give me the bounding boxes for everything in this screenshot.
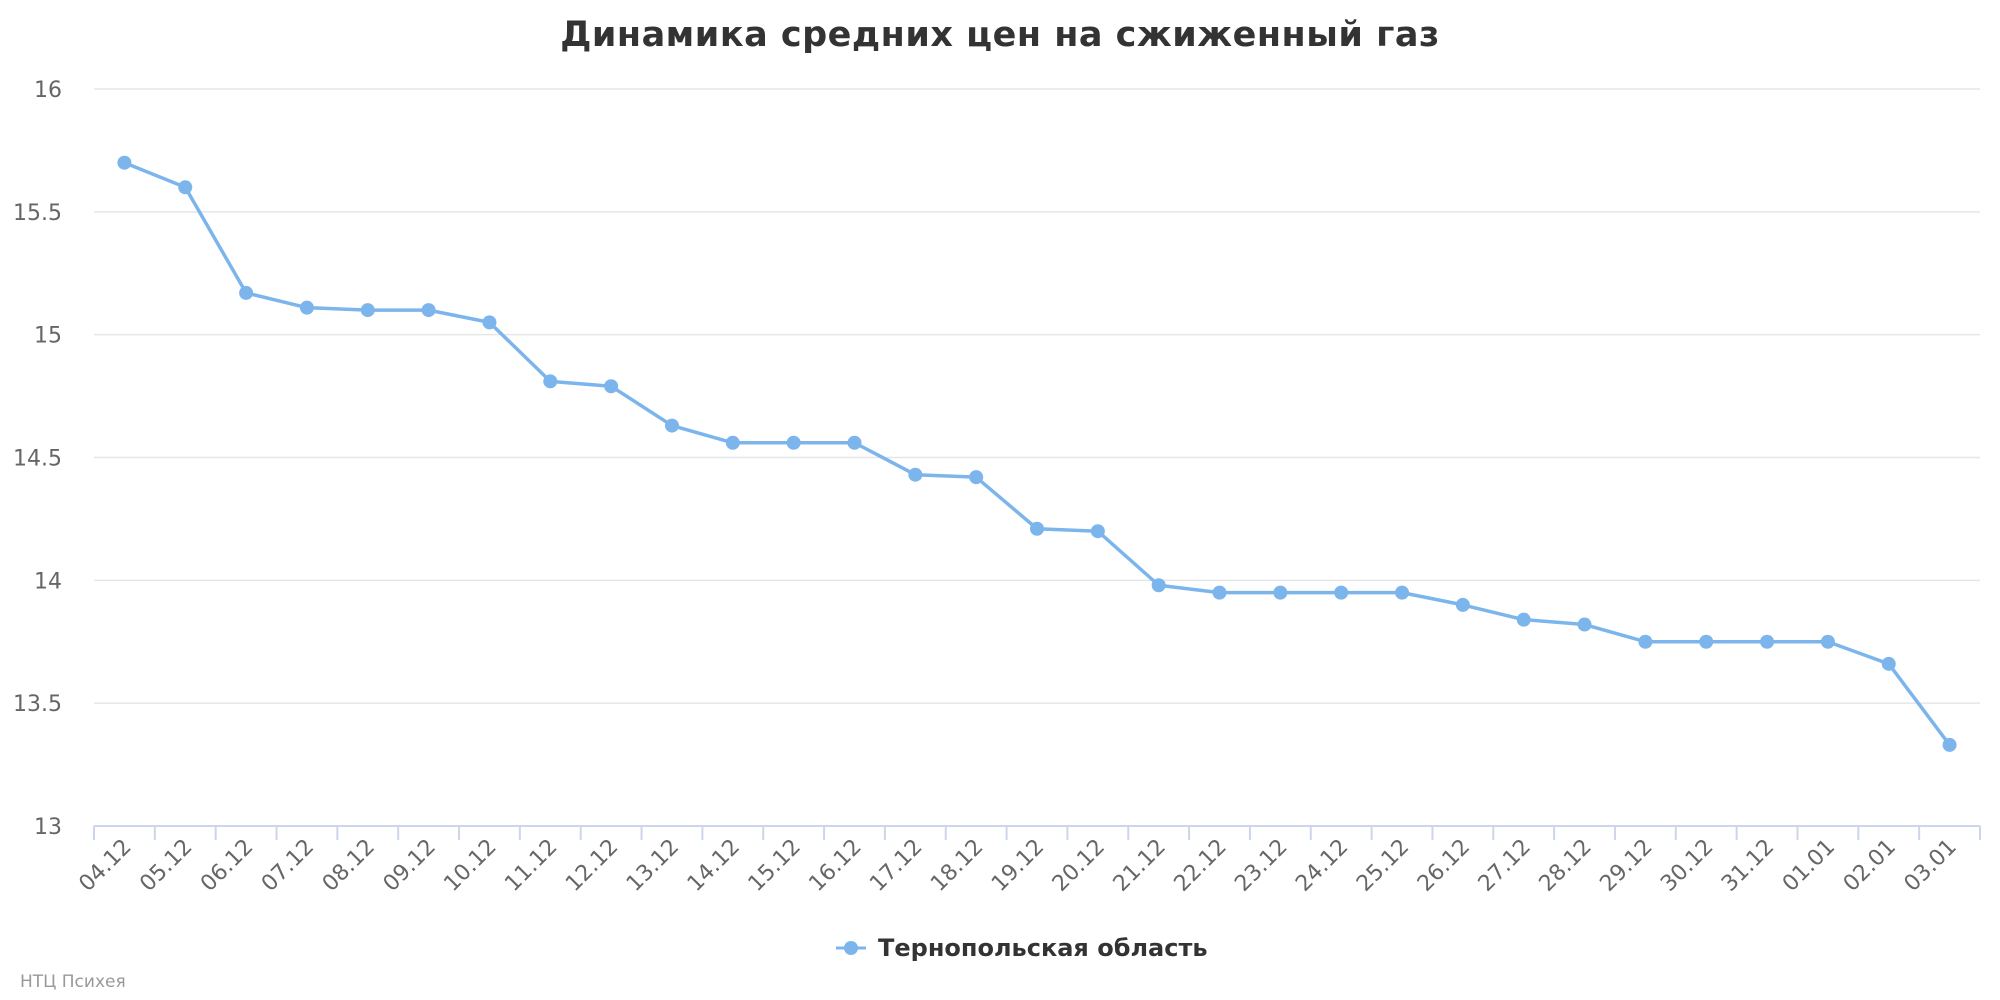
x-tick-label: 29.12 [1595, 835, 1657, 897]
x-tick-label: 01.01 [1778, 835, 1840, 897]
x-tick-label: 08.12 [318, 835, 380, 897]
x-tick-label: 05.12 [135, 835, 197, 897]
x-tick-label: 26.12 [1413, 835, 1475, 897]
data-point [847, 435, 862, 450]
data-point [1760, 634, 1775, 649]
grid-lines [94, 88, 1980, 827]
x-tick-label: 10.12 [439, 835, 501, 897]
legend-label: Тернопольская область [878, 934, 1208, 962]
data-point [604, 379, 619, 394]
data-point [1030, 521, 1044, 536]
x-tick-label: 20.12 [1048, 835, 1110, 897]
data-point [178, 180, 193, 195]
x-tick-label: 02.01 [1839, 835, 1901, 897]
data-point [482, 315, 497, 330]
x-tick-label: 17.12 [865, 835, 927, 897]
x-tick-label: 04.12 [74, 835, 136, 897]
chart-credit[interactable]: НТЦ Психея [20, 972, 126, 992]
data-point [117, 155, 132, 170]
data-point [1820, 634, 1835, 649]
x-tick-label: 14.12 [683, 835, 745, 897]
x-tick-label: 16.12 [805, 835, 867, 897]
x-tick-label: 31.12 [1717, 835, 1779, 897]
data-point [1273, 585, 1288, 600]
data-point [725, 435, 740, 450]
x-tick-label: 30.12 [1656, 835, 1718, 897]
data-point [1638, 634, 1653, 649]
data-point [969, 470, 984, 485]
x-tick-label: 22.12 [1170, 835, 1232, 897]
x-tick-label: 21.12 [1109, 835, 1171, 897]
y-axis: 13 13.5 14 14.5 15 15.5 16 [13, 78, 62, 840]
x-tick-label: 07.12 [257, 835, 319, 897]
data-point [664, 418, 679, 433]
y-tick-label: 15 [34, 324, 62, 349]
data-point [1090, 524, 1105, 539]
y-tick-label: 13.5 [13, 692, 62, 717]
data-point [1395, 585, 1410, 600]
data-point [1699, 634, 1714, 649]
data-point [1334, 585, 1349, 600]
data-point [543, 374, 558, 389]
data-point [1881, 656, 1896, 671]
legend[interactable]: Тернопольская область [836, 934, 1208, 962]
data-point [1212, 585, 1227, 600]
data-point [1151, 578, 1166, 593]
data-point [1455, 597, 1470, 612]
data-point [1516, 612, 1531, 627]
data-point [1942, 737, 1957, 752]
data-point [299, 300, 314, 315]
data-point [421, 303, 436, 318]
x-tick-label: 27.12 [1474, 835, 1536, 897]
data-point [908, 467, 923, 482]
data-point [239, 285, 254, 300]
x-tick-label: 24.12 [1291, 835, 1353, 897]
x-tick-label: 09.12 [379, 835, 441, 897]
x-tick-label: 12.12 [561, 835, 623, 897]
legend-point-marker [844, 941, 858, 955]
data-point [360, 303, 375, 318]
data-point [1577, 617, 1592, 632]
x-tick-label: 11.12 [500, 835, 562, 897]
x-tick-label: 23.12 [1230, 835, 1292, 897]
x-tick-label: 19.12 [987, 835, 1049, 897]
series-group [117, 155, 1957, 752]
x-tick-label: 25.12 [1352, 835, 1414, 897]
x-tick-label: 13.12 [622, 835, 684, 897]
x-tick-label: 18.12 [926, 835, 988, 897]
y-tick-label: 13 [34, 815, 62, 840]
x-axis: 04.1205.1206.1207.1208.1209.1210.1211.12… [74, 825, 1981, 897]
x-tick-label: 15.12 [744, 835, 806, 897]
y-tick-label: 16 [34, 78, 62, 103]
chart-title: Динамика средних цен на сжиженный газ [560, 15, 1440, 55]
y-tick-label: 14.5 [13, 447, 62, 472]
x-tick-label: 03.01 [1900, 835, 1962, 897]
x-tick-label: 06.12 [196, 835, 258, 897]
series-line [122, 160, 1952, 747]
y-tick-label: 15.5 [13, 201, 62, 226]
x-tick-label: 28.12 [1535, 835, 1597, 897]
data-point [786, 435, 801, 450]
y-tick-label: 14 [34, 569, 62, 594]
